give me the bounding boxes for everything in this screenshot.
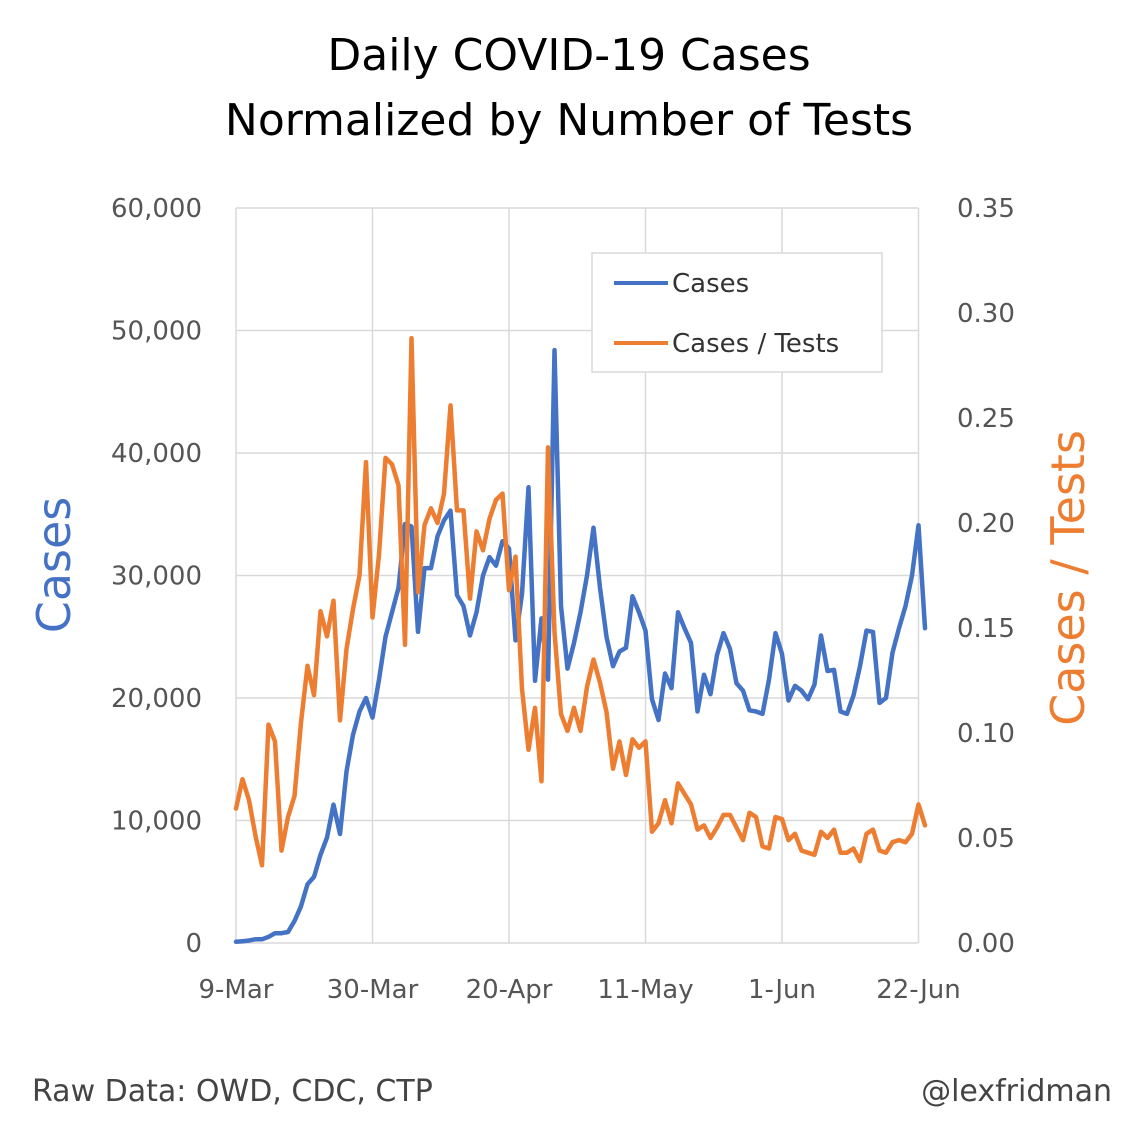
x-tick-label: 30-Mar bbox=[327, 975, 419, 1005]
left-y-axis-title: Cases bbox=[27, 497, 81, 634]
right-y-axis-ticks: 0.00 0.05 0.10 0.15 0.20 0.25 0.30 0.35 bbox=[957, 194, 1015, 959]
legend-label-cases: Cases bbox=[672, 269, 749, 299]
left-y-tick-label: 20,000 bbox=[111, 684, 202, 714]
gridlines bbox=[235, 207, 920, 944]
x-tick-label: 9-Mar bbox=[199, 975, 274, 1005]
data-source-note: Raw Data: OWD, CDC, CTP bbox=[32, 1074, 433, 1109]
chart-title-line-1: Daily COVID-19 Cases bbox=[327, 30, 811, 81]
left-y-tick-label: 30,000 bbox=[111, 562, 202, 592]
x-tick-label: 22-Jun bbox=[876, 975, 961, 1005]
left-y-tick-label: 40,000 bbox=[111, 439, 202, 469]
right-y-tick-label: 0.10 bbox=[957, 719, 1015, 749]
x-axis-ticks: 9-Mar 30-Mar 20-Apr 11-May 1-Jun 22-Jun bbox=[199, 975, 961, 1005]
right-y-tick-label: 0.05 bbox=[957, 824, 1015, 854]
right-y-tick-label: 0.25 bbox=[957, 404, 1015, 434]
author-handle: @lexfridman bbox=[921, 1074, 1112, 1109]
series-line-cases-per-test bbox=[233, 335, 928, 868]
right-y-tick-label: 0.30 bbox=[957, 299, 1015, 329]
left-y-tick-label: 50,000 bbox=[111, 317, 202, 347]
left-y-tick-label: 0 bbox=[185, 929, 202, 959]
series-line-cases bbox=[233, 347, 928, 945]
x-tick-label: 20-Apr bbox=[466, 975, 553, 1005]
x-tick-label: 1-Jun bbox=[748, 975, 816, 1005]
right-y-tick-label: 0.00 bbox=[957, 929, 1015, 959]
left-y-tick-label: 60,000 bbox=[111, 194, 202, 224]
chart-title-line-2: Normalized by Number of Tests bbox=[224, 95, 914, 146]
legend-box bbox=[591, 252, 883, 373]
right-y-tick-label: 0.20 bbox=[957, 509, 1015, 539]
legend-label-ratio: Cases / Tests bbox=[672, 329, 839, 359]
x-tick-label: 11-May bbox=[597, 975, 693, 1005]
right-y-tick-label: 0.15 bbox=[957, 614, 1015, 644]
left-y-tick-label: 10,000 bbox=[111, 807, 202, 837]
left-y-axis-ticks: 0 10,000 20,000 30,000 40,000 50,000 60,000 bbox=[111, 194, 202, 959]
legend: Cases Cases / Tests bbox=[591, 252, 883, 373]
series-layer bbox=[233, 335, 928, 945]
right-y-tick-label: 0.35 bbox=[957, 194, 1015, 224]
right-y-axis-title: Cases / Tests bbox=[1041, 430, 1095, 726]
